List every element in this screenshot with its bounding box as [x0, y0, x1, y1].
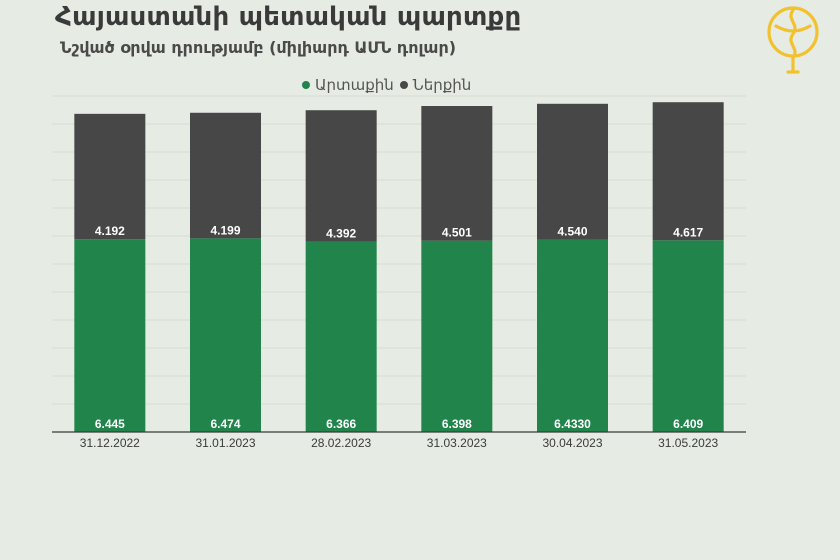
bar-external [652, 240, 724, 432]
x-axis: 31.12.2022 31.01.2023 28.02.2023 31.03.2023… [52, 431, 746, 450]
stylized-globe-mic-logo [767, 6, 819, 74]
data-label-internal: 4.540 [557, 225, 587, 239]
legend-label-external: Արտաքին [315, 76, 394, 94]
bar-internal [74, 113, 146, 240]
data-label-external: 6.398 [442, 417, 472, 431]
data-labels: 6.445 4.192 6.474 4.199 6.366 4.392 6.398 4.501… [95, 223, 704, 431]
bar-external [305, 241, 377, 432]
bar-external [537, 239, 608, 432]
legend: Արտաքին Ներքին [302, 76, 477, 94]
data-label-external: 6.409 [673, 417, 703, 431]
x-tick-label: 31.01.2023 [195, 436, 255, 450]
data-label-internal: 4.617 [673, 225, 703, 239]
x-tick-label: 31.03.2023 [427, 436, 487, 450]
chart-title: Հայաստանի պետական պարտքը [55, 2, 522, 32]
data-label-external: 6.4330 [554, 417, 591, 431]
bars [74, 102, 724, 432]
grid-lines [52, 95, 746, 405]
x-tick-label: 28.02.2023 [311, 436, 371, 450]
x-tick-label: 31.12.2022 [80, 436, 140, 450]
legend-dot-internal [399, 81, 408, 89]
legend-label-internal: Ներքին [412, 76, 472, 94]
legend-item-internal: Ներքին [399, 76, 472, 94]
x-tick-label: 31.05.2023 [658, 436, 718, 450]
bar-internal [652, 102, 724, 241]
data-label-external: 6.445 [95, 417, 125, 431]
legend-item-external: Արտաքին [302, 76, 394, 94]
bar-external [421, 240, 493, 432]
bar-external [74, 239, 146, 432]
bar-internal [190, 112, 261, 239]
x-tick-label: 30.04.2023 [542, 436, 602, 450]
legend-dot-external [302, 81, 310, 89]
chart-subtitle: Նշված օրվա դրությամբ (միլիարդ ԱՄՆ դոլար) [60, 38, 457, 57]
data-label-internal: 4.192 [95, 224, 125, 238]
data-label-internal: 4.501 [442, 226, 472, 240]
bar-internal [421, 106, 493, 241]
data-label-external: 6.474 [210, 417, 240, 431]
data-label-external: 6.366 [326, 417, 356, 431]
bar-internal [305, 110, 377, 242]
data-label-internal: 4.199 [210, 223, 240, 237]
bar-internal [537, 103, 608, 240]
bar-external [190, 238, 261, 432]
data-label-internal: 4.392 [326, 227, 356, 241]
